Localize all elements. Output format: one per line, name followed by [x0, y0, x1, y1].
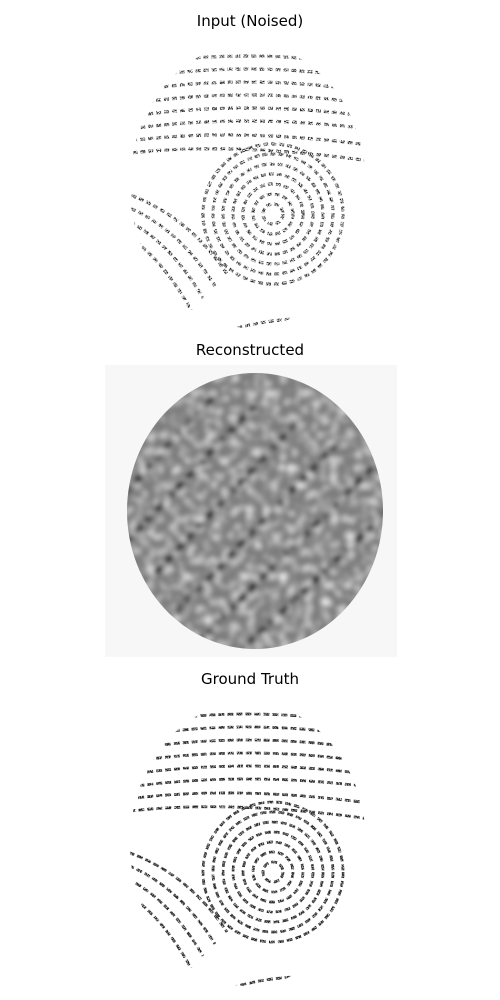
ground-truth-fingerprint-image [105, 694, 397, 986]
fingerprint-ridges [130, 44, 366, 328]
fingerprint-ridges-truth [130, 702, 366, 986]
noised-fingerprint-image [105, 36, 397, 328]
panel-title-reconstructed: Reconstructed [195, 341, 305, 359]
reconstructed-fingerprint-image [105, 365, 397, 657]
reconstructed-texture [127, 373, 383, 649]
panel-title-ground-truth: Ground Truth [201, 670, 299, 688]
panel-title-input: Input (Noised) [196, 12, 304, 30]
